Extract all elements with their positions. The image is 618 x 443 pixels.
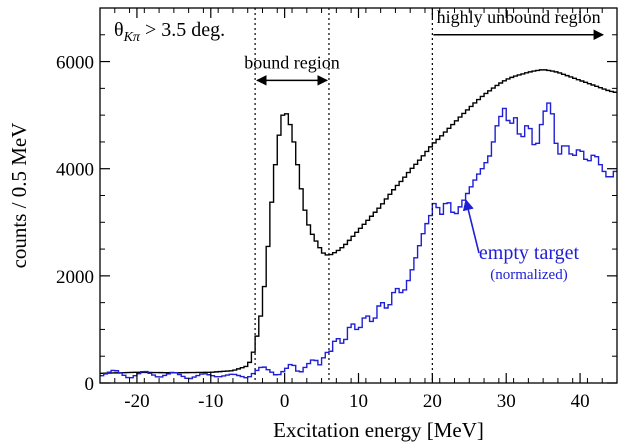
angle-cut-label: θKπ > 3.5 deg. [114, 19, 225, 45]
empty-target-label: empty target [479, 242, 580, 264]
y-tick-label: 4000 [56, 160, 94, 181]
x-tick-label: 0 [280, 391, 290, 412]
x-tick-label: 20 [423, 391, 442, 412]
empty-target-histogram [100, 102, 617, 380]
x-tick-label: 10 [349, 391, 368, 412]
x-axis-label: Excitation energy [MeV] [273, 418, 484, 442]
x-tick-label: 30 [497, 391, 516, 412]
empty-target-sublabel: (normalized) [490, 267, 567, 283]
empty-target-arrow [462, 199, 480, 254]
x-tick-label: -10 [198, 391, 223, 412]
cut-label-subscript: Kπ [123, 30, 141, 45]
y-tick-label: 6000 [56, 53, 94, 74]
y-tick-label: 0 [85, 374, 95, 395]
unbound-region-label: highly unbound region [437, 7, 601, 27]
cut-label-rest: > 3.5 deg. [140, 19, 225, 41]
data-histogram [100, 69, 617, 374]
y-axis-label: counts / 0.5 MeV [7, 123, 31, 269]
bound-region-label: bound region [244, 52, 339, 72]
y-tick-label: 2000 [56, 267, 94, 288]
x-tick-label: 40 [571, 391, 590, 412]
cut-label-theta: θ [114, 19, 124, 41]
x-tick-label: -20 [124, 391, 149, 412]
